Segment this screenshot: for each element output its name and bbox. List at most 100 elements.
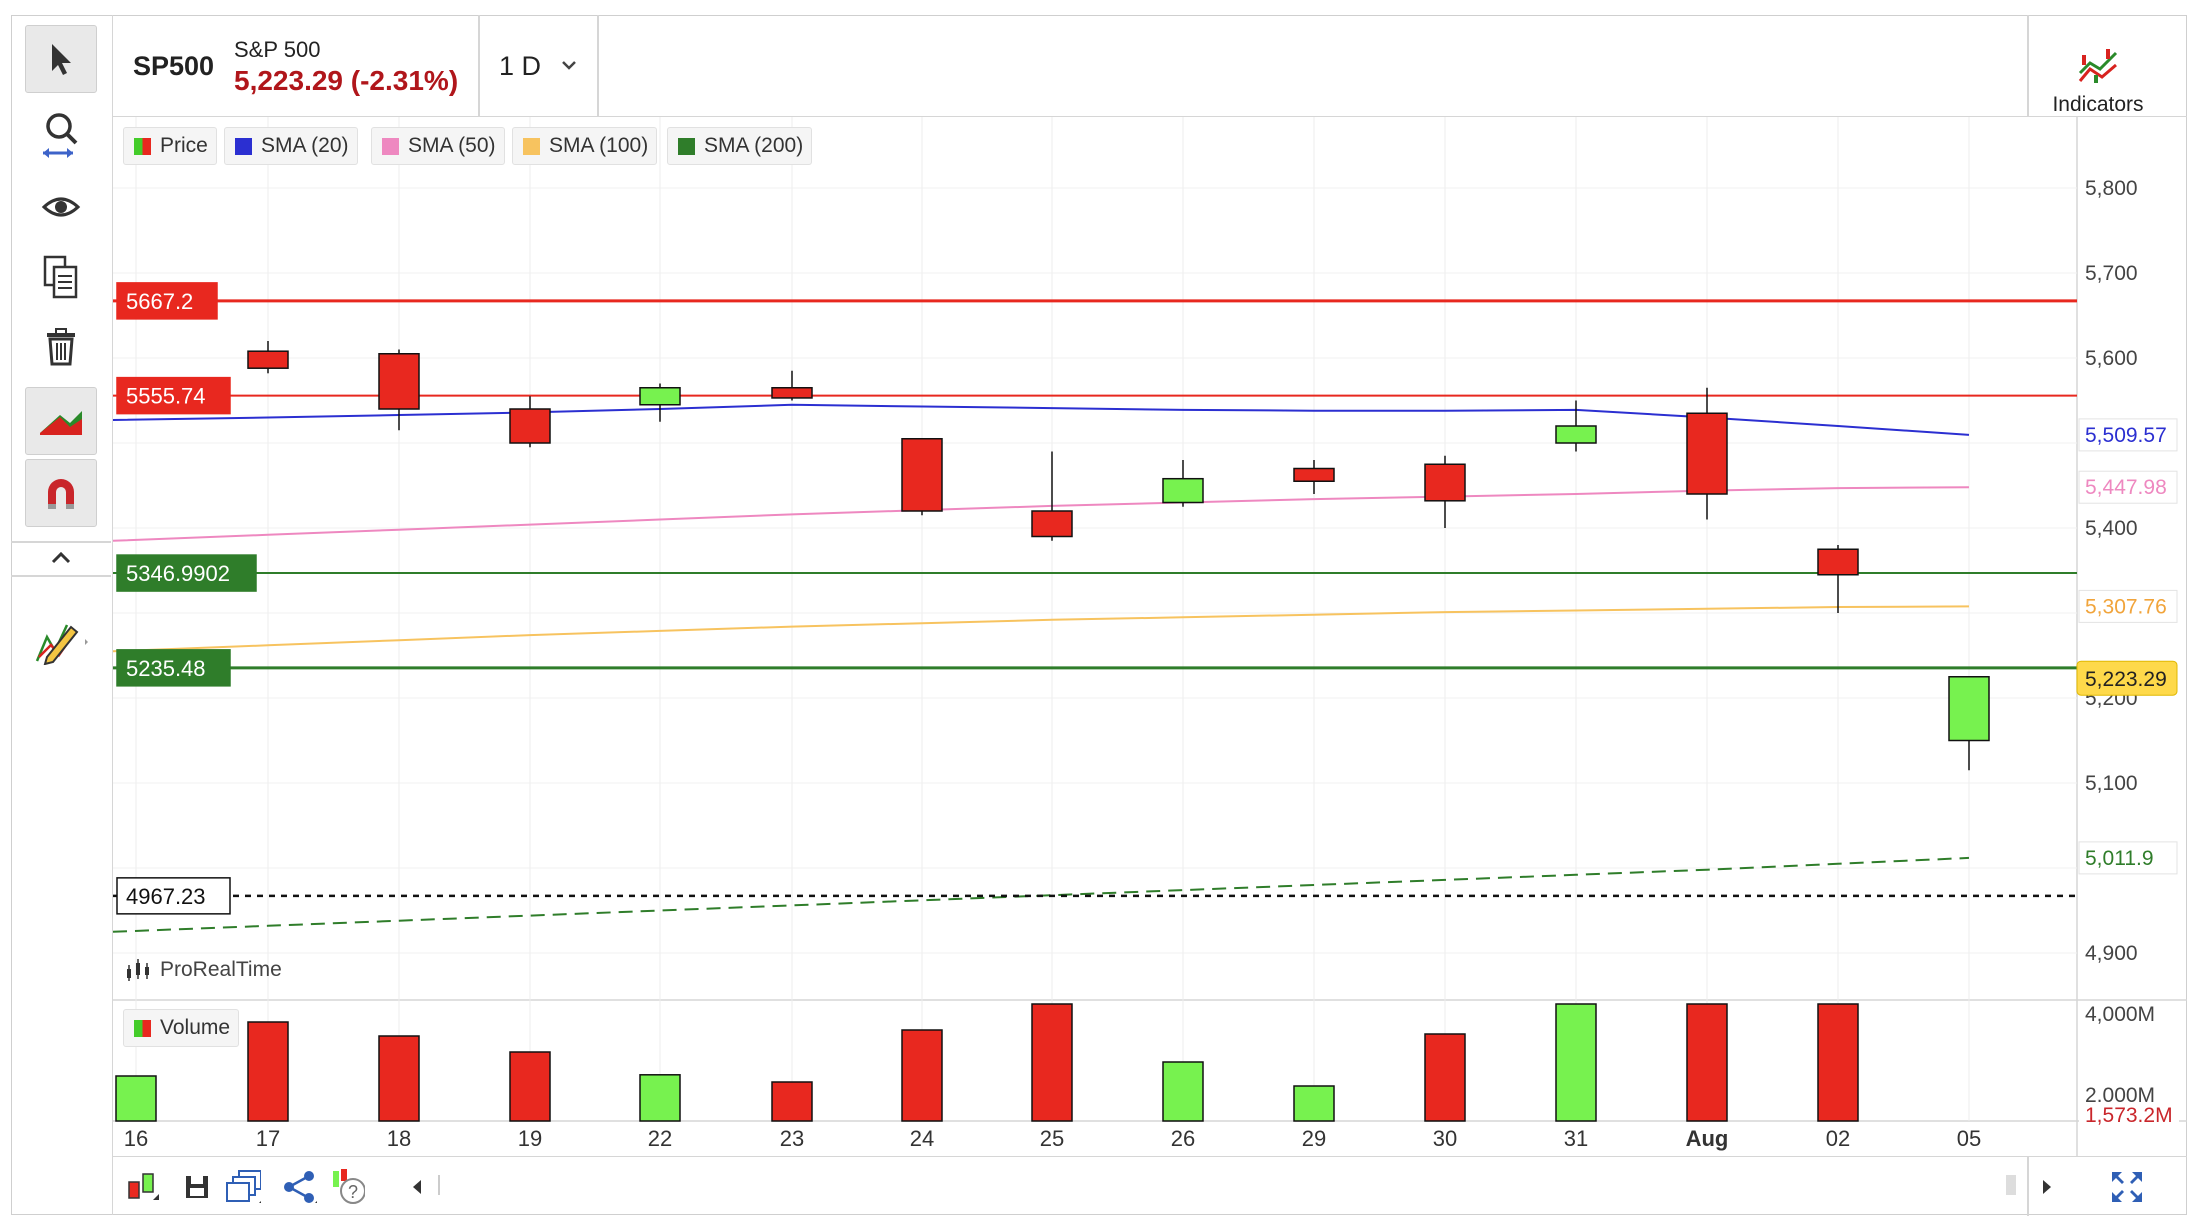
candle-body[interactable] — [509, 408, 551, 444]
pencil-drawing-icon — [35, 624, 88, 665]
last-price-badge — [2076, 660, 2178, 696]
candle-body[interactable] — [1424, 463, 1466, 502]
chevron-down-icon — [562, 61, 576, 70]
fullscreen-button[interactable] — [2109, 1169, 2145, 1205]
volume-bar[interactable] — [1424, 1033, 1466, 1122]
trend-tool[interactable] — [25, 387, 97, 455]
level-tag[interactable] — [116, 649, 231, 687]
sma-value-tag — [2078, 470, 2178, 504]
candle-body[interactable] — [771, 387, 813, 399]
trash-icon — [47, 328, 75, 366]
scroll-left-icon — [413, 1180, 421, 1194]
level-tag-label: 5555.74 — [126, 384, 206, 409]
sma-line-3 — [112, 605, 1970, 653]
help-question-icon: ? — [333, 1169, 365, 1204]
candlestick-settings-icon — [128, 1173, 159, 1200]
help-button[interactable]: ? — [329, 1169, 365, 1205]
delete-tool[interactable] — [25, 313, 97, 381]
candle-body[interactable] — [901, 438, 943, 512]
volume-bar[interactable] — [115, 1075, 157, 1122]
sma-value-label: 5,447.98 — [2085, 476, 2167, 499]
legend-label: SMA (20) — [261, 134, 349, 157]
volume-bar[interactable] — [1162, 1061, 1204, 1122]
volume-bar[interactable] — [1555, 1003, 1597, 1122]
volume-bar[interactable] — [1293, 1085, 1335, 1122]
candle-body[interactable] — [378, 353, 420, 410]
zoom-tool[interactable] — [25, 101, 97, 169]
legend-item[interactable]: SMA (20) — [224, 127, 358, 165]
symbol-label[interactable]: SP500 — [133, 51, 215, 81]
volume-bar[interactable] — [1817, 1003, 1859, 1122]
share-button[interactable] — [281, 1169, 317, 1205]
candle-body[interactable] — [1817, 548, 1859, 576]
candle-body[interactable] — [1162, 477, 1204, 504]
collapse-toolbar-button[interactable] — [11, 541, 111, 575]
volume-bar[interactable] — [1031, 1003, 1073, 1122]
copy-document-icon — [43, 255, 78, 299]
sma-value-tag — [2078, 418, 2178, 452]
candle-body[interactable] — [639, 387, 681, 406]
date-tick-label: 19 — [518, 1126, 542, 1151]
volume-bar[interactable] — [1686, 1003, 1728, 1122]
date-tick-label: 22 — [648, 1126, 672, 1151]
scroll-right-button[interactable] — [2029, 1169, 2065, 1205]
legend-item[interactable]: SMA (100) — [512, 127, 658, 165]
layouts-button[interactable] — [225, 1169, 261, 1205]
last-price-label: 5,223.29 — [2085, 668, 2167, 691]
volume-bar[interactable] — [378, 1035, 420, 1122]
volume-bar[interactable] — [639, 1074, 681, 1122]
date-tick-label: 29 — [1302, 1126, 1326, 1151]
volume-bar[interactable] — [247, 1021, 289, 1122]
sma-value-tag — [2078, 841, 2178, 875]
candle-body[interactable] — [1686, 412, 1728, 495]
left-toolbar — [11, 15, 113, 1215]
chevron-up-icon — [51, 551, 71, 564]
volume-tick-label: 4,000M — [2085, 1003, 2155, 1026]
chart-header: SP500 S&P 500 5,223.29 (-2.31%) 1 D Indi… — [113, 15, 2187, 117]
level-tag[interactable] — [116, 282, 218, 320]
fullscreen-expand-icon — [2112, 1172, 2142, 1202]
pointer-tool[interactable] — [25, 25, 97, 93]
candle-body[interactable] — [1293, 467, 1335, 482]
legend-item[interactable]: Price — [123, 127, 217, 165]
volume-legend[interactable]: Volume — [123, 1009, 240, 1047]
legend-item[interactable]: SMA (50) — [371, 127, 505, 165]
share-icon — [284, 1171, 317, 1203]
level-tag-label: 5346.9902 — [126, 561, 230, 586]
scroll-thumb[interactable] — [2006, 1175, 2016, 1195]
legend-swatch — [382, 137, 399, 155]
volume-legend-label: Volume — [160, 1016, 231, 1039]
save-button[interactable] — [179, 1169, 215, 1205]
volume-bar[interactable] — [509, 1051, 551, 1122]
candle-body[interactable] — [1555, 425, 1597, 444]
level-tag-label: 4967.23 — [126, 884, 206, 909]
sma-value-tag — [2078, 589, 2178, 623]
magnet-tool[interactable] — [25, 459, 97, 527]
candle-body[interactable] — [247, 350, 289, 369]
scroll-left-button[interactable] — [399, 1169, 435, 1205]
watermark: ProRealTime — [124, 957, 282, 983]
watermark-label: ProRealTime — [160, 958, 282, 981]
candle-settings-button[interactable] — [125, 1169, 161, 1205]
level-tag[interactable] — [116, 376, 231, 415]
timeframe-select[interactable]: 1 D — [499, 51, 542, 81]
candle-body[interactable] — [1948, 676, 1990, 742]
volume-bar[interactable] — [771, 1081, 813, 1122]
date-tick-label: 05 — [1957, 1126, 1981, 1151]
drawing-tools[interactable] — [25, 607, 97, 675]
level-tag[interactable] — [116, 554, 257, 592]
sma-value-label: 5,509.57 — [2085, 424, 2167, 447]
indicators-icon — [2078, 49, 2118, 83]
candle-body[interactable] — [1031, 510, 1073, 538]
level-tag[interactable] — [116, 877, 231, 915]
legend-label: SMA (50) — [408, 134, 496, 157]
volume-bar[interactable] — [901, 1029, 943, 1122]
indicators-button[interactable]: Indicators — [2028, 27, 2168, 116]
visibility-tool[interactable] — [25, 173, 97, 241]
legend-label: SMA (200) — [704, 134, 804, 157]
copy-tool[interactable] — [25, 243, 97, 311]
legend-item[interactable]: SMA (200) — [667, 127, 813, 165]
trend-chart-icon — [40, 411, 82, 435]
windows-layout-icon — [226, 1170, 261, 1203]
